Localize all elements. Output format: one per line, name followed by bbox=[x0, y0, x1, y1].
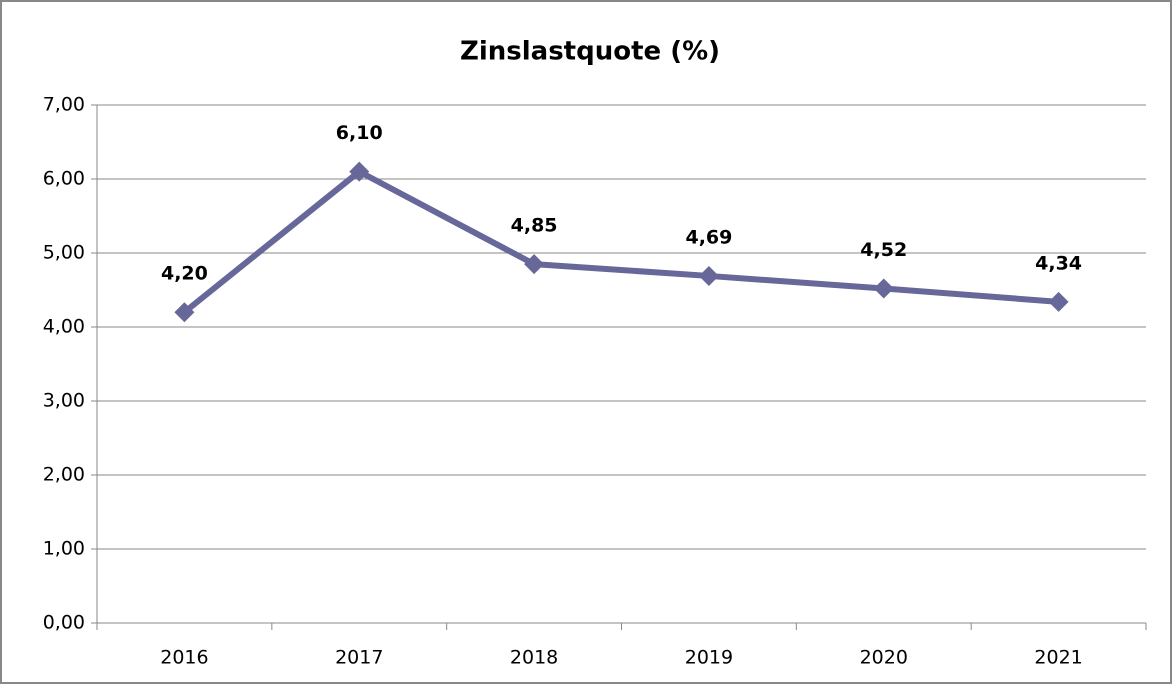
x-tick-label: 2018 bbox=[510, 647, 558, 669]
marker bbox=[524, 254, 545, 275]
y-tick-label: 5,00 bbox=[43, 242, 85, 264]
data-label: 4,34 bbox=[1035, 252, 1082, 274]
marker bbox=[873, 278, 894, 299]
y-tick-label: 3,00 bbox=[43, 390, 85, 412]
y-tick-label: 7,00 bbox=[43, 94, 85, 116]
x-tick-label: 2016 bbox=[160, 647, 208, 669]
marker bbox=[349, 161, 370, 182]
marker bbox=[698, 265, 719, 286]
marker bbox=[174, 302, 195, 323]
data-label: 4,52 bbox=[860, 239, 907, 261]
y-tick-label: 1,00 bbox=[43, 538, 85, 560]
x-tick-label: 2017 bbox=[335, 647, 383, 669]
data-label: 4,85 bbox=[511, 215, 558, 237]
data-label: 4,69 bbox=[685, 226, 732, 248]
line bbox=[182, 168, 1059, 315]
data-label: 6,10 bbox=[336, 122, 383, 144]
y-tick-label: 4,00 bbox=[43, 316, 85, 338]
x-tick-label: 2021 bbox=[1034, 647, 1082, 669]
x-tick-label: 2019 bbox=[685, 647, 733, 669]
y-tick-label: 6,00 bbox=[43, 168, 85, 190]
chart-title: Zinslastquote (%) bbox=[460, 37, 720, 67]
y-tick-label: 0,00 bbox=[43, 612, 85, 634]
data-label: 4,20 bbox=[161, 263, 208, 285]
x-tick-label: 2020 bbox=[860, 647, 908, 669]
marker bbox=[1048, 291, 1069, 312]
y-tick-label: 2,00 bbox=[43, 464, 85, 486]
